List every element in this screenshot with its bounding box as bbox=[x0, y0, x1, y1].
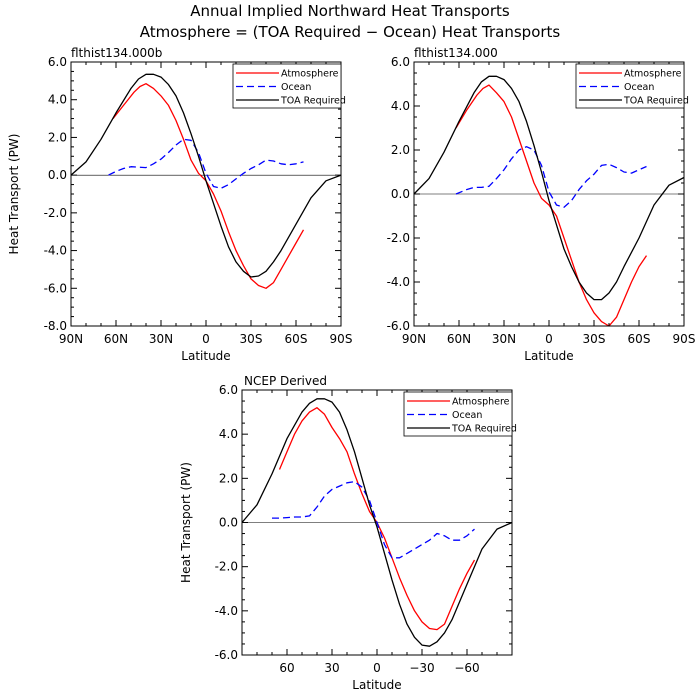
panel-title: flthist134.000 bbox=[414, 46, 498, 60]
chart-panel-2: flthist134.0006.04.02.00.0-2.0-4.0-6.090… bbox=[387, 46, 696, 363]
x-tick-label: 30S bbox=[240, 332, 263, 346]
legend-label: TOA Required bbox=[280, 96, 346, 107]
x-tick-label: 30N bbox=[492, 332, 516, 346]
y-tick-label: 2.0 bbox=[391, 143, 410, 157]
x-tick-label: 90N bbox=[59, 332, 83, 346]
figure-title-line1: Annual Implied Northward Heat Transports bbox=[190, 2, 510, 20]
x-tick-label: 30 bbox=[324, 661, 339, 675]
y-axis-label: Heat Transport (PW) bbox=[7, 134, 21, 255]
y-tick-label: 0.0 bbox=[391, 187, 410, 201]
y-tick-label: -2.0 bbox=[387, 231, 410, 245]
legend-label: Atmosphere bbox=[452, 397, 510, 408]
series-line-ocean bbox=[455, 146, 647, 208]
x-axis-label: Latitude bbox=[352, 678, 401, 692]
figure-title-line2: Atmosphere = (TOA Required − Ocean) Heat… bbox=[140, 23, 561, 41]
legend-label: Ocean bbox=[281, 82, 311, 93]
legend-label: Atmosphere bbox=[281, 69, 339, 80]
y-tick-label: -6.0 bbox=[44, 281, 67, 295]
x-tick-label: 60 bbox=[279, 661, 294, 675]
x-axis-label: Latitude bbox=[524, 349, 573, 363]
series-line-toa-required bbox=[70, 73, 342, 278]
y-tick-label: -6.0 bbox=[215, 648, 238, 662]
x-tick-label: 0 bbox=[545, 332, 553, 346]
y-tick-label: -2.0 bbox=[44, 206, 67, 220]
y-tick-label: 0.0 bbox=[48, 168, 67, 182]
y-tick-label: -8.0 bbox=[44, 319, 67, 333]
x-tick-label: 30N bbox=[149, 332, 173, 346]
y-tick-label: 0.0 bbox=[219, 516, 238, 530]
x-tick-label: −30 bbox=[409, 661, 434, 675]
legend-label: Ocean bbox=[624, 82, 654, 93]
y-tick-label: -4.0 bbox=[44, 244, 67, 258]
x-axis-label: Latitude bbox=[181, 349, 230, 363]
legend-label: Ocean bbox=[452, 410, 482, 421]
legend-label: TOA Required bbox=[451, 424, 517, 435]
x-tick-label: 90S bbox=[330, 332, 353, 346]
x-tick-label: 0 bbox=[373, 661, 381, 675]
y-tick-label: 6.0 bbox=[219, 383, 238, 397]
legend-label: TOA Required bbox=[623, 96, 689, 107]
y-tick-label: 2.0 bbox=[219, 471, 238, 485]
legend: Atmosphere Ocean TOA Required bbox=[575, 63, 689, 109]
series-line-toa-required bbox=[241, 398, 513, 647]
x-tick-label: 90S bbox=[673, 332, 696, 346]
series-line-ocean bbox=[272, 480, 475, 559]
x-tick-label: 60N bbox=[104, 332, 128, 346]
y-tick-label: -2.0 bbox=[215, 560, 238, 574]
series-line-atmosphere bbox=[112, 83, 305, 289]
y-tick-label: -4.0 bbox=[215, 604, 238, 618]
y-tick-label: -4.0 bbox=[387, 275, 410, 289]
y-tick-label: 4.0 bbox=[48, 93, 67, 107]
x-tick-label: 60S bbox=[628, 332, 651, 346]
chart-panel-3: NCEP Derived 6.0 4.0 2.0 0.0 -2.0 -4.0 -6.0 60 30… bbox=[179, 374, 517, 692]
y-tick-label: -6.0 bbox=[387, 319, 410, 333]
y-tick-label: 4.0 bbox=[391, 99, 410, 113]
x-tick-label: −60 bbox=[454, 661, 479, 675]
chart-panel-1: flthist134.000b 6.0 4.0 2.0 0.0 -2.0 -4.0 -6.0 -… bbox=[7, 46, 352, 363]
legend-box bbox=[403, 391, 513, 437]
y-tick-label: 2.0 bbox=[48, 130, 67, 144]
series-line-toa-required bbox=[413, 75, 685, 301]
x-tick-label: 0 bbox=[202, 332, 210, 346]
y-tick-label: 6.0 bbox=[48, 55, 67, 69]
x-tick-label: 60S bbox=[285, 332, 308, 346]
legend: Atmosphere Ocean TOA Required bbox=[232, 63, 346, 109]
x-tick-label: 90N bbox=[402, 332, 426, 346]
series-line-ocean bbox=[108, 138, 304, 189]
panel-title: flthist134.000b bbox=[71, 46, 162, 60]
series-line-atmosphere bbox=[455, 84, 648, 327]
panel-title: NCEP Derived bbox=[244, 374, 327, 388]
y-axis-label: Heat Transport (PW) bbox=[179, 462, 193, 583]
x-tick-label: 30S bbox=[583, 332, 606, 346]
y-tick-label: 6.0 bbox=[391, 55, 410, 69]
legend: Atmosphere Ocean TOA Required bbox=[403, 391, 517, 437]
x-tick-label: 60N bbox=[447, 332, 471, 346]
y-tick-label: 4.0 bbox=[219, 427, 238, 441]
legend-label: Atmosphere bbox=[624, 69, 682, 80]
series-line-atmosphere bbox=[278, 407, 476, 631]
